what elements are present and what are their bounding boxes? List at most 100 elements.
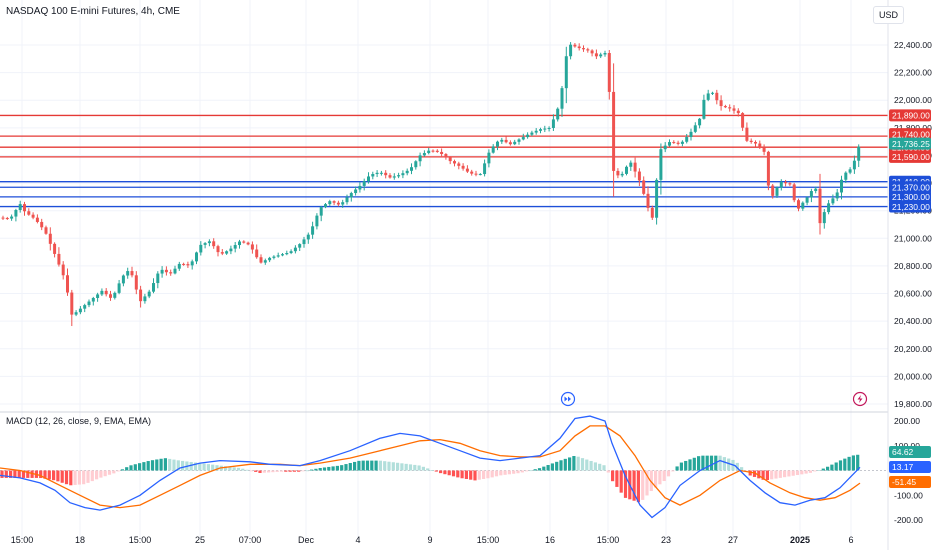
lightning-icon[interactable] [852, 391, 868, 407]
candle-body [66, 275, 69, 293]
macd-histogram-bar [327, 466, 331, 471]
macd-histogram-bar [800, 470, 804, 475]
candle-body [655, 179, 659, 218]
time-tick-label: 15:00 [129, 535, 152, 545]
currency-button[interactable]: USD [872, 6, 904, 24]
macd-histogram-bar [17, 470, 21, 478]
macd-histogram-bar [727, 458, 731, 471]
candle-body [534, 130, 538, 133]
macd-histogram-bar [408, 464, 413, 471]
candle-body [689, 131, 693, 138]
price-badge: 21,230.00 [889, 200, 931, 213]
candle-body [642, 180, 646, 194]
candle-body [225, 251, 229, 254]
price-badge-bg [889, 446, 931, 458]
macd-histogram-bar [43, 470, 47, 479]
macd-histogram-bar [146, 461, 150, 471]
macd-histogram-bar [322, 467, 327, 471]
candle-body [594, 53, 598, 57]
macd-histogram-bar [529, 470, 533, 472]
macd-line[interactable] [0, 415, 861, 519]
macd-histogram-bar [856, 454, 860, 471]
candle-body [650, 207, 654, 218]
macd-histogram-bar [740, 467, 744, 471]
price-badges: 21,890.0021,740.0021,660.0021,590.0021,4… [889, 109, 931, 488]
candle-body [354, 189, 358, 194]
macd-histogram-bar [598, 463, 602, 471]
macd-tick-label: 200.00 [894, 416, 920, 426]
candle-body [27, 211, 31, 215]
candle-body [410, 167, 413, 171]
candle-body [672, 142, 676, 144]
macd-histogram-bar [404, 463, 408, 471]
macd-histogram-bar [348, 463, 352, 471]
candle-body [616, 170, 620, 176]
macd-histogram-bar [662, 470, 666, 482]
macd-histogram-bar [181, 460, 185, 471]
macd-histogram-bar [271, 470, 275, 473]
macd-histogram-bar [675, 466, 679, 471]
candle-body [418, 155, 422, 162]
macd-histogram-bar [576, 456, 580, 471]
price-badge-text: 21,740.00 [892, 129, 930, 139]
macd-histogram-bar [301, 470, 305, 472]
candle-body [521, 137, 525, 140]
macd-histogram-bar [391, 462, 395, 471]
macd-histogram-bar [826, 466, 830, 471]
candle-body [216, 246, 220, 253]
price-badge-text: 21,736.25 [892, 139, 930, 149]
candle-body [852, 160, 856, 170]
candle-body [625, 166, 628, 174]
macd-histogram-bar [580, 458, 585, 471]
macd-histogram-bar [486, 470, 490, 479]
macd-histogram-bar [417, 465, 421, 471]
macd-histogram-bar [451, 470, 456, 477]
candle-body [311, 226, 315, 235]
macd-histogram-bar [611, 470, 615, 482]
macd-histogram-bar [133, 464, 137, 471]
fast-forward-icon[interactable] [560, 391, 576, 407]
candle-body [517, 139, 521, 142]
macd-histogram-bar [615, 470, 619, 487]
candle-body [367, 176, 370, 182]
macd-histogram-bar [249, 470, 253, 472]
candle-body [513, 141, 517, 145]
symbol-title[interactable]: NASDAQ 100 E-mini Futures, 4h, CME [6, 6, 180, 17]
candle-body [749, 140, 753, 142]
candle-body [461, 165, 465, 169]
macd-histogram-bar [116, 470, 120, 472]
time-tick-label: 2025 [790, 535, 810, 545]
signal-line[interactable] [0, 425, 861, 509]
candle-body [526, 134, 530, 138]
macd-histogram-bar [279, 470, 284, 472]
candle-body [762, 147, 766, 152]
candle-body [74, 312, 78, 315]
macd-histogram-bar [413, 464, 417, 471]
candle-body [238, 241, 241, 246]
candlesticks [1, 42, 861, 327]
macd-indicator-label[interactable]: MACD (12, 26, close, 9, EMA, EMA) [6, 416, 152, 426]
candle-body [379, 172, 383, 174]
macd-histogram-bar [421, 466, 425, 471]
candle-body [728, 107, 732, 109]
candle-body [784, 182, 788, 184]
macd-histogram-bar [353, 461, 357, 471]
candle-body [242, 241, 246, 243]
price-tick-label: 22,000.00 [894, 95, 932, 105]
macd-histogram-bar [26, 470, 30, 478]
price-badge-bg [889, 200, 931, 213]
candle-body [212, 241, 216, 247]
macd-histogram-bar [512, 470, 516, 474]
macd-histogram-bar [679, 462, 683, 471]
candle-body [246, 242, 250, 245]
candle-body [276, 255, 280, 257]
price-badge-bg [889, 190, 931, 203]
macd-histogram-bar [215, 465, 219, 471]
price-badge-text: 21,300.00 [892, 192, 930, 202]
candle-body [152, 283, 155, 292]
time-tick-label: 15:00 [11, 535, 34, 545]
macd-histogram-bar [189, 461, 193, 471]
macd-histogram-bar [241, 468, 245, 471]
candle-body [362, 181, 366, 186]
